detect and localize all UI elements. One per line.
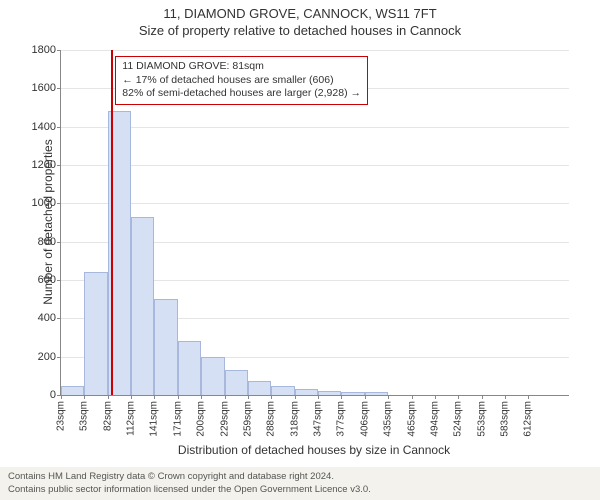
xtick-label: 406sqm — [359, 401, 370, 437]
histogram-bar — [178, 341, 201, 395]
plot-area: 02004006008001000120014001600180023sqm53… — [60, 50, 569, 396]
annotation-line3: 82% of semi-detached houses are larger (… — [122, 87, 361, 101]
histogram-bar — [84, 272, 107, 395]
histogram-bar — [365, 392, 388, 395]
xtick-label: 288sqm — [266, 401, 277, 437]
xtick-label: 494sqm — [429, 401, 440, 437]
chart-title-desc: Size of property relative to detached ho… — [0, 21, 600, 38]
ytick-label: 1800 — [32, 44, 56, 56]
xtick-label: 171sqm — [172, 401, 183, 437]
y-axis-label: Number of detached properties — [41, 92, 55, 352]
xtick-label: 318sqm — [289, 401, 300, 437]
xtick-label: 53sqm — [79, 401, 90, 431]
xtick-label: 377sqm — [336, 401, 347, 437]
xtick-label: 23sqm — [56, 401, 67, 431]
xtick-label: 612sqm — [523, 401, 534, 437]
attribution-footer: Contains HM Land Registry data © Crown c… — [0, 467, 600, 500]
histogram-bar — [225, 370, 248, 395]
histogram-bar — [61, 386, 84, 395]
histogram-bar — [341, 392, 364, 395]
xtick-label: 524sqm — [453, 401, 464, 437]
xtick-label: 465sqm — [406, 401, 417, 437]
annotation-box: 11 DIAMOND GROVE: 81sqm← 17% of detached… — [115, 56, 368, 105]
histogram-bar — [318, 391, 341, 395]
xtick-label: 259sqm — [242, 401, 253, 437]
histogram-bar — [131, 217, 154, 395]
histogram-bar — [271, 386, 294, 395]
xtick-label: 435sqm — [383, 401, 394, 437]
xtick-label: 141sqm — [149, 401, 160, 437]
xtick-label: 553sqm — [476, 401, 487, 437]
histogram-bar — [295, 389, 318, 395]
xtick-label: 112sqm — [126, 401, 137, 436]
xtick-label: 82sqm — [102, 401, 113, 431]
histogram-bar — [201, 357, 224, 395]
annotation-line1: 11 DIAMOND GROVE: 81sqm — [122, 60, 361, 74]
chart-title-address: 11, DIAMOND GROVE, CANNOCK, WS11 7FT — [0, 0, 600, 21]
xtick-label: 347sqm — [313, 401, 324, 437]
histogram-bar — [248, 381, 271, 395]
ytick-label: 0 — [50, 389, 56, 401]
footer-line2: Contains public sector information licen… — [8, 484, 592, 496]
ytick-label: 200 — [38, 351, 56, 363]
xtick-label: 229sqm — [219, 401, 230, 437]
annotation-line2: ← 17% of detached houses are smaller (60… — [122, 74, 361, 88]
xtick-label: 200sqm — [196, 401, 207, 437]
x-axis-label: Distribution of detached houses by size … — [178, 443, 450, 457]
footer-line1: Contains HM Land Registry data © Crown c… — [8, 471, 592, 483]
property-marker-line — [111, 50, 113, 395]
histogram-bar — [154, 299, 177, 395]
xtick-label: 583sqm — [499, 401, 510, 437]
